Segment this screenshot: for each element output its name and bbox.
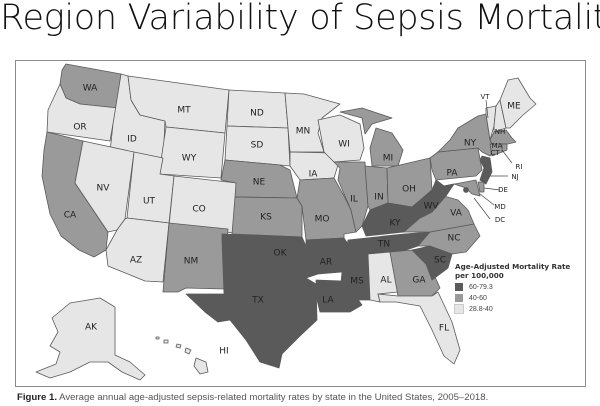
label-PA: PA	[446, 169, 458, 179]
legend-title-line1: Age-Adjusted Mortality Rate	[455, 262, 571, 271]
label-TX: TX	[251, 296, 264, 306]
label-CO: CO	[192, 205, 205, 215]
label-SD: SD	[251, 141, 264, 151]
label-MO: MO	[315, 215, 330, 225]
label-SC: SC	[434, 256, 446, 266]
legend-label-low: 28.8-40	[469, 305, 493, 313]
caption-text: Average annual age-adjusted sepsis-relat…	[56, 392, 489, 403]
label-MS: MS	[350, 277, 364, 287]
state-FL	[377, 291, 461, 365]
state-ME	[499, 77, 537, 129]
legend-swatch-low	[454, 304, 464, 314]
label-KY: KY	[389, 219, 401, 229]
legend-title-line2: per 100,000	[455, 271, 504, 280]
label-AK: AK	[85, 323, 98, 333]
legend-label-mid: 40-60	[469, 294, 487, 302]
label-MA: MA	[492, 142, 503, 150]
label-KS: KS	[260, 213, 272, 223]
state-KS	[231, 196, 303, 238]
label-OR: OR	[73, 123, 86, 133]
label-MN: MN	[296, 127, 311, 137]
state-NH	[493, 99, 507, 133]
slide-title: Region Variability of Sepsis Mortality	[0, 0, 600, 38]
label-RI: RI	[516, 163, 523, 171]
label-IL: IL	[350, 195, 358, 205]
legend-swatch-high	[455, 283, 463, 291]
label-DE: DE	[498, 186, 508, 194]
label-NY: NY	[464, 139, 477, 149]
label-MI: MI	[383, 154, 393, 164]
legend-swatch-mid	[455, 294, 463, 302]
state-SD	[224, 125, 291, 167]
label-WA: WA	[83, 84, 98, 94]
label-NH: NH	[495, 128, 506, 136]
label-VA: VA	[450, 209, 463, 219]
label-CA: CA	[64, 211, 77, 221]
label-CT: CT	[490, 149, 500, 157]
state-NJ	[479, 155, 493, 185]
label-WI: WI	[338, 140, 350, 150]
label-NE: NE	[253, 178, 266, 188]
label-UT: UT	[143, 197, 156, 207]
state-AR	[305, 237, 349, 279]
label-AZ: AZ	[130, 256, 142, 266]
label-IA: IA	[309, 170, 319, 180]
label-ME: ME	[507, 102, 521, 112]
state-MD	[443, 179, 481, 197]
label-WV: WV	[423, 202, 439, 212]
label-AR: AR	[320, 258, 332, 268]
state-DE	[477, 181, 485, 193]
label-GA: GA	[412, 276, 426, 286]
label-IN: IN	[374, 193, 383, 203]
state-HI	[155, 336, 209, 375]
state-WY	[158, 126, 226, 179]
label-NC: NC	[447, 234, 460, 244]
label-DC: DC	[495, 216, 505, 224]
legend-item-low: 28.8-40	[454, 304, 585, 314]
state-TX	[185, 239, 318, 369]
label-FL: FL	[439, 324, 449, 334]
label-VT: VT	[480, 93, 490, 101]
state-MO	[296, 177, 357, 241]
label-HI: HI	[219, 347, 228, 357]
label-MT: MT	[177, 106, 191, 116]
state-WI	[317, 114, 365, 163]
caption-label: Figure 1.	[17, 392, 57, 403]
state-AK	[35, 297, 146, 381]
figure-caption: Figure 1. Average annual age-adjusted se…	[17, 392, 488, 403]
label-WY: WY	[182, 154, 197, 164]
label-AL: AL	[380, 276, 391, 286]
legend-item-mid: 40-60	[455, 294, 585, 302]
label-ND: ND	[250, 109, 264, 119]
state-DC	[463, 187, 469, 193]
label-TN: TN	[377, 240, 390, 250]
state-RI	[501, 143, 508, 153]
state-MN	[284, 92, 341, 153]
label-NV: NV	[97, 184, 111, 194]
label-MD: MD	[494, 203, 505, 211]
map-legend: Age-Adjusted Mortality Rate per 100,000 …	[454, 262, 585, 314]
label-NJ: NJ	[511, 173, 518, 181]
legend-label-high: 60-79.3	[469, 283, 493, 291]
label-LA: LA	[322, 296, 334, 306]
label-OH: OH	[402, 185, 416, 195]
state-VT	[485, 105, 497, 141]
state-IN	[364, 165, 389, 211]
state-NM	[162, 222, 229, 293]
legend-item-high: 60-79.3	[455, 283, 585, 291]
label-OK: OK	[274, 249, 288, 259]
label-NM: NM	[184, 257, 199, 267]
leader-lines	[473, 99, 513, 220]
label-ID: ID	[127, 135, 137, 145]
